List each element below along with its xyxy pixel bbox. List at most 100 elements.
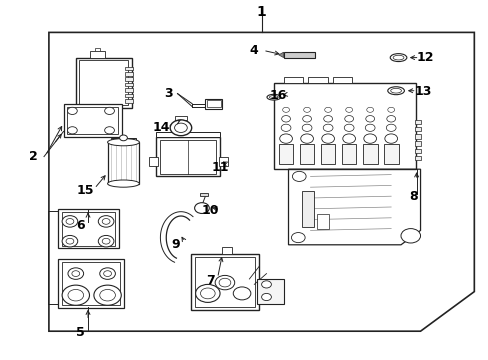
Circle shape <box>302 124 311 131</box>
Circle shape <box>62 216 78 227</box>
Circle shape <box>66 219 74 224</box>
Circle shape <box>219 278 230 287</box>
Circle shape <box>366 107 373 112</box>
Bar <box>175 116 186 120</box>
Circle shape <box>386 124 395 131</box>
Bar <box>156 132 220 137</box>
Bar <box>283 52 315 58</box>
Bar <box>414 134 420 139</box>
Circle shape <box>72 271 80 276</box>
Ellipse shape <box>392 55 403 60</box>
Text: 14: 14 <box>152 121 170 134</box>
Text: 1: 1 <box>256 5 266 19</box>
Bar <box>273 83 415 169</box>
Bar <box>156 137 220 176</box>
Bar <box>207 100 220 107</box>
Circle shape <box>282 107 289 112</box>
Circle shape <box>67 127 77 134</box>
Circle shape <box>323 116 332 122</box>
Circle shape <box>261 281 271 288</box>
Circle shape <box>400 229 420 243</box>
Text: 5: 5 <box>76 327 85 339</box>
Ellipse shape <box>389 54 406 62</box>
Circle shape <box>365 116 374 122</box>
Bar <box>58 259 123 308</box>
Circle shape <box>281 124 290 131</box>
Circle shape <box>302 116 311 122</box>
Circle shape <box>292 171 305 181</box>
Circle shape <box>170 120 191 136</box>
Polygon shape <box>278 52 283 58</box>
Circle shape <box>386 116 395 122</box>
Circle shape <box>103 271 111 276</box>
Circle shape <box>303 107 310 112</box>
Bar <box>90 51 105 58</box>
Bar <box>124 77 133 81</box>
Text: 3: 3 <box>164 87 173 100</box>
Ellipse shape <box>266 94 280 100</box>
Bar <box>124 94 133 97</box>
Circle shape <box>194 203 209 213</box>
Text: 12: 12 <box>416 51 433 64</box>
Circle shape <box>324 107 331 112</box>
Bar <box>383 144 398 164</box>
Circle shape <box>279 134 292 143</box>
Circle shape <box>387 107 394 112</box>
Bar <box>414 149 420 153</box>
Bar <box>222 247 232 254</box>
Circle shape <box>344 116 353 122</box>
Bar <box>320 144 335 164</box>
Bar <box>67 107 118 134</box>
Bar <box>414 120 420 124</box>
Circle shape <box>215 275 234 290</box>
Circle shape <box>195 284 220 302</box>
Ellipse shape <box>387 87 404 95</box>
Bar <box>124 67 133 70</box>
Circle shape <box>281 116 290 122</box>
Text: 2: 2 <box>29 150 38 163</box>
Bar <box>278 144 293 164</box>
Circle shape <box>174 123 187 132</box>
Bar <box>61 212 115 246</box>
Bar <box>362 144 377 164</box>
Circle shape <box>100 268 115 279</box>
Bar <box>414 141 420 146</box>
Circle shape <box>67 107 77 114</box>
Bar <box>124 88 133 92</box>
Text: 10: 10 <box>201 204 219 217</box>
Bar <box>63 104 122 137</box>
Circle shape <box>291 233 305 243</box>
Bar <box>61 262 120 305</box>
Bar <box>256 279 283 304</box>
Circle shape <box>233 287 250 300</box>
Bar <box>299 144 314 164</box>
Circle shape <box>94 285 121 305</box>
Bar <box>283 77 303 83</box>
Circle shape <box>102 219 110 224</box>
Circle shape <box>384 134 397 143</box>
Circle shape <box>66 238 74 244</box>
Bar <box>107 142 139 184</box>
Bar <box>149 157 158 166</box>
Text: 8: 8 <box>408 190 417 203</box>
Bar <box>199 193 208 196</box>
Circle shape <box>100 289 115 301</box>
Text: 6: 6 <box>76 219 85 231</box>
Bar <box>58 209 119 248</box>
Circle shape <box>323 124 332 131</box>
Ellipse shape <box>390 89 401 93</box>
Ellipse shape <box>269 96 278 99</box>
Circle shape <box>321 134 334 143</box>
Bar <box>194 257 255 307</box>
Bar <box>190 254 259 310</box>
Circle shape <box>365 124 374 131</box>
Circle shape <box>62 285 89 305</box>
Text: 4: 4 <box>249 44 258 57</box>
Bar <box>205 99 222 109</box>
Bar <box>307 77 327 83</box>
Circle shape <box>363 134 376 143</box>
Circle shape <box>342 134 355 143</box>
Circle shape <box>344 124 353 131</box>
Bar <box>111 138 136 142</box>
Bar <box>76 58 132 108</box>
